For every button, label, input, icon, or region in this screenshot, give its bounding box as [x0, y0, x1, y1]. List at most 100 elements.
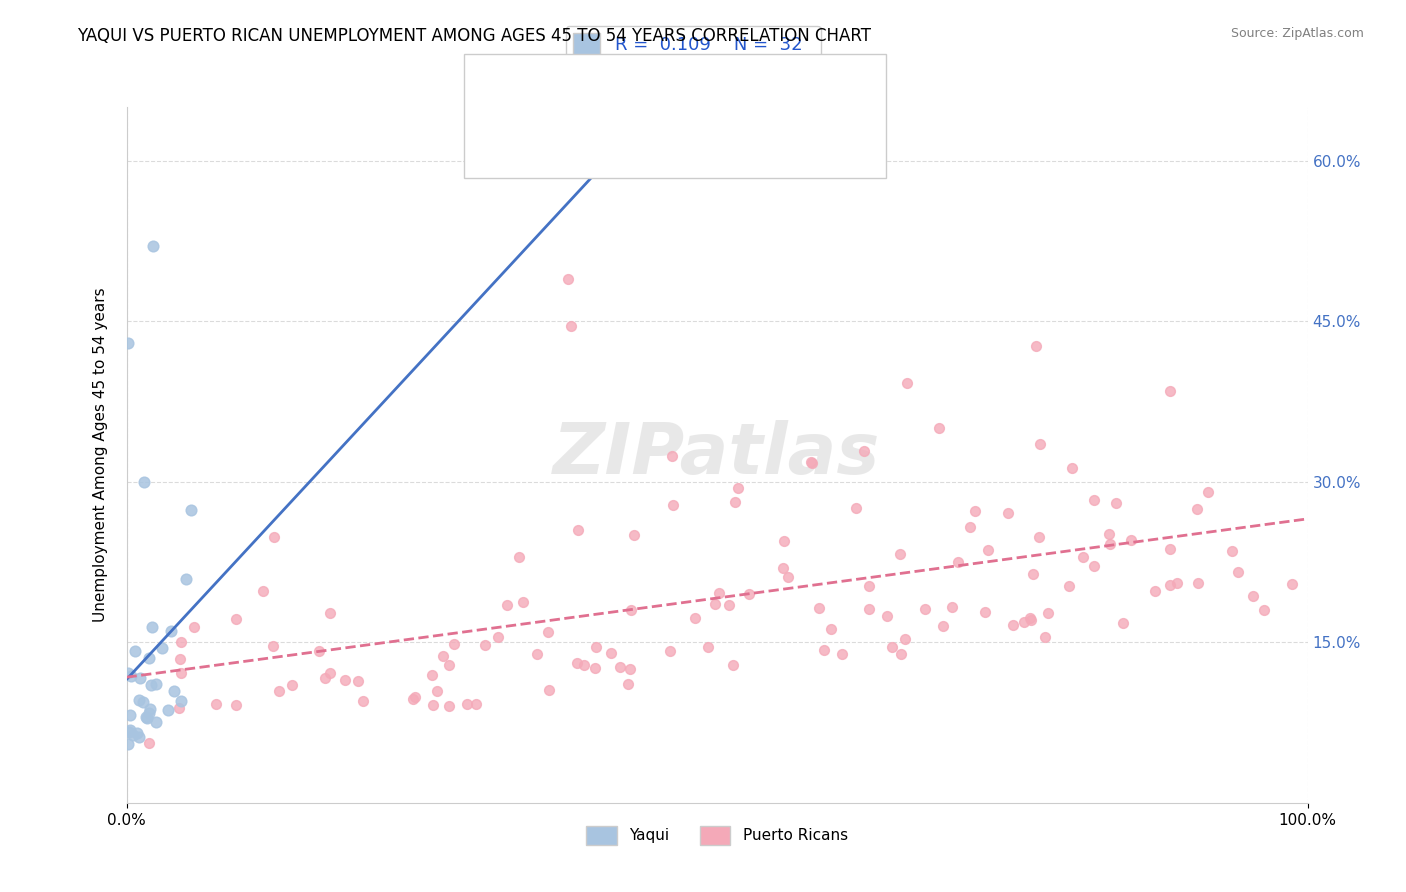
- Point: [1019, 613, 1042, 627]
- Point: [132, 695, 155, 709]
- Point: [124, 643, 146, 657]
- Point: [1111, 615, 1133, 630]
- Point: [128, 730, 150, 744]
- Point: [697, 640, 720, 655]
- Point: [1012, 615, 1035, 630]
- Point: [852, 444, 875, 458]
- Point: [159, 624, 181, 638]
- Point: [1025, 339, 1047, 353]
- Point: [163, 684, 186, 698]
- Point: [526, 647, 548, 661]
- Point: [585, 640, 607, 654]
- Point: [439, 657, 461, 672]
- Point: [703, 597, 725, 611]
- Point: [347, 673, 370, 688]
- Point: [117, 335, 139, 350]
- Point: [620, 603, 643, 617]
- Point: [1001, 618, 1024, 632]
- Point: [281, 678, 304, 692]
- Point: [422, 698, 444, 712]
- Point: [683, 611, 706, 625]
- Point: [914, 601, 936, 615]
- Point: [707, 586, 730, 600]
- Point: [1197, 485, 1219, 500]
- Point: [1281, 576, 1303, 591]
- Point: [977, 543, 1000, 558]
- Point: [772, 560, 794, 574]
- Point: [973, 605, 995, 619]
- Point: [813, 642, 835, 657]
- Point: [778, 570, 800, 584]
- Point: [946, 555, 969, 569]
- Point: [808, 601, 831, 615]
- Point: [1253, 602, 1275, 616]
- Point: [1098, 526, 1121, 541]
- Point: [465, 697, 488, 711]
- Point: [456, 697, 478, 711]
- Point: [183, 620, 205, 634]
- Point: [1033, 630, 1056, 644]
- Point: [1062, 460, 1084, 475]
- Point: [121, 728, 143, 742]
- Point: [889, 547, 911, 561]
- Point: [1166, 576, 1188, 591]
- Point: [894, 632, 917, 646]
- Point: [225, 612, 247, 626]
- Point: [820, 622, 842, 636]
- Point: [1241, 590, 1264, 604]
- Point: [1159, 577, 1181, 591]
- Point: [659, 644, 682, 658]
- Point: [170, 635, 193, 649]
- Point: [508, 549, 530, 564]
- Point: [141, 620, 163, 634]
- Point: [932, 619, 955, 633]
- Point: [623, 527, 645, 541]
- Point: [1028, 437, 1050, 451]
- Point: [896, 376, 918, 390]
- Point: [537, 625, 560, 640]
- Point: [662, 498, 685, 512]
- Point: [1159, 541, 1181, 556]
- Point: [1220, 543, 1243, 558]
- Point: [426, 684, 449, 698]
- Point: [1057, 578, 1080, 592]
- Point: [1144, 584, 1167, 599]
- Point: [876, 609, 898, 624]
- Point: [880, 640, 903, 655]
- Point: [225, 698, 247, 712]
- Point: [959, 519, 981, 533]
- Point: [263, 530, 285, 544]
- Point: [319, 606, 342, 620]
- Point: [180, 503, 202, 517]
- Point: [117, 665, 139, 680]
- Point: [1022, 567, 1045, 582]
- Point: [858, 601, 880, 615]
- Point: [718, 598, 741, 612]
- Point: [128, 693, 150, 707]
- Point: [560, 319, 582, 334]
- Point: [420, 668, 443, 682]
- Point: [661, 450, 683, 464]
- Point: [267, 683, 290, 698]
- Point: [727, 481, 749, 495]
- Point: [1226, 566, 1249, 580]
- Point: [496, 598, 519, 612]
- Text: YAQUI VS PUERTO RICAN UNEMPLOYMENT AMONG AGES 45 TO 54 YEARS CORRELATION CHART: YAQUI VS PUERTO RICAN UNEMPLOYMENT AMONG…: [77, 27, 872, 45]
- Point: [443, 637, 465, 651]
- Point: [138, 651, 160, 665]
- Point: [801, 456, 824, 470]
- Point: [583, 661, 606, 675]
- Point: [1187, 576, 1209, 591]
- Point: [120, 707, 142, 722]
- Point: [170, 666, 193, 681]
- Point: [134, 475, 156, 489]
- Point: [432, 648, 454, 663]
- Point: [941, 599, 963, 614]
- Point: [262, 639, 284, 653]
- Point: [963, 504, 986, 518]
- Point: [135, 709, 157, 723]
- Point: [150, 640, 173, 655]
- Point: [619, 662, 641, 676]
- Point: [138, 706, 160, 721]
- Point: [574, 657, 596, 672]
